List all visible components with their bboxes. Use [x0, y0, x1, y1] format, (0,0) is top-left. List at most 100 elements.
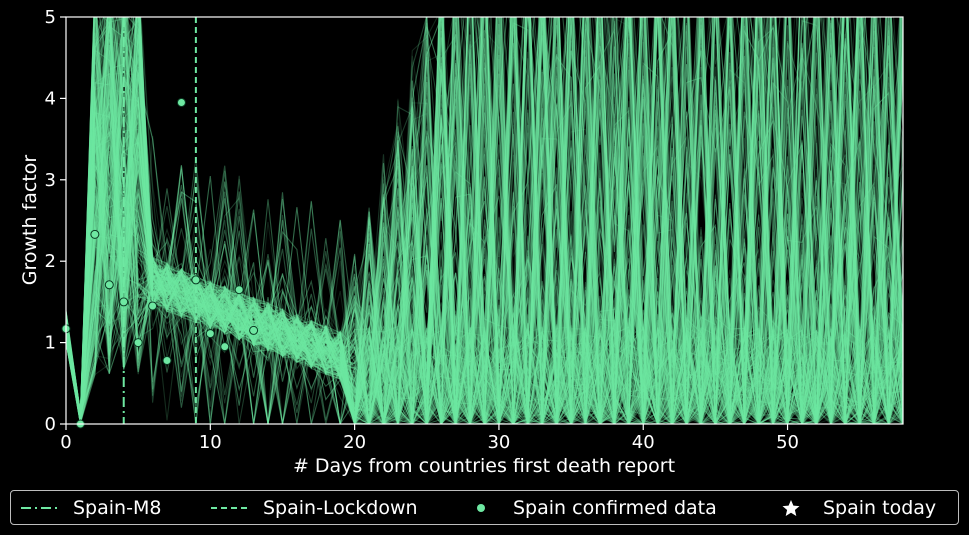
trajectory-line: [66, 17, 903, 424]
trajectory-line: [66, 17, 903, 424]
trajectory-line: [66, 17, 902, 424]
trajectory-line: [66, 17, 903, 424]
trajectory-line: [66, 17, 903, 424]
trajectory-line: [66, 17, 903, 424]
trajectory-line: [66, 17, 903, 424]
trajectory-line: [66, 17, 903, 424]
confirmed-point: [234, 285, 244, 295]
trajectory-line: [66, 17, 903, 424]
trajectory-line: [66, 17, 903, 424]
trajectory-line: [66, 17, 903, 424]
trajectory-line: [66, 17, 903, 424]
trajectory-line: [66, 17, 903, 424]
y-axis-ticks: 0 1 2 3 4 5: [45, 7, 66, 435]
trajectory-line: [66, 17, 903, 424]
trajectory-line: [66, 17, 903, 424]
trajectory-line: [66, 17, 903, 424]
reference-lines: [122, 17, 197, 424]
confirmed-data-points: [61, 97, 259, 429]
trajectory-line: [66, 17, 903, 424]
trajectory-line: [66, 17, 903, 424]
trajectory-line: [66, 17, 903, 424]
trajectory-line: [66, 17, 903, 424]
trajectory-line: [66, 17, 903, 424]
trajectory-line: [66, 17, 902, 424]
trajectory-line: [66, 17, 903, 424]
trajectory-line: [66, 17, 903, 424]
trajectory-line: [66, 17, 903, 424]
trajectory-line: [66, 17, 903, 424]
trajectory-line: [66, 17, 903, 424]
confirmed-point: [104, 280, 114, 290]
trajectory-line: [66, 17, 903, 424]
trajectory-line: [66, 17, 903, 424]
trajectory-line: [66, 17, 903, 424]
trajectory-line: [66, 17, 903, 424]
trajectory-line: [66, 17, 902, 424]
confirmed-point: [119, 297, 129, 307]
trajectory-line: [66, 17, 903, 424]
trajectory-line: [66, 17, 903, 424]
trajectory-line: [66, 17, 903, 424]
trajectory-line: [66, 17, 903, 424]
trajectory-line: [66, 17, 903, 424]
trajectory-line: [66, 17, 903, 424]
trajectory-line: [66, 17, 903, 424]
trajectory-line: [66, 17, 903, 424]
trajectory-line: [66, 17, 903, 424]
trajectory-line: [66, 17, 903, 424]
trajectory-line: [66, 17, 903, 424]
trajectory-line: [66, 17, 903, 424]
trajectory-line: [66, 17, 903, 424]
trajectory-line: [66, 17, 903, 424]
trajectory-line: [66, 17, 903, 424]
trajectory-line: [66, 17, 903, 424]
trajectory-line: [66, 17, 903, 424]
trajectory-line: [66, 17, 903, 424]
trajectory-line: [66, 17, 887, 424]
plot-frame: [65, 16, 904, 425]
trajectory-line: [66, 17, 903, 424]
trajectory-line: [66, 17, 903, 424]
trajectory-line: [66, 23, 903, 424]
trajectory-line: [66, 17, 903, 424]
trajectory-line: [66, 17, 903, 424]
trajectory-line: [66, 17, 903, 424]
trajectory-line: [66, 17, 903, 424]
trajectory-line: [66, 17, 903, 424]
y-tick-label: 0: [45, 414, 56, 435]
simulated-trajectories: [66, 17, 903, 424]
trajectory-line: [66, 17, 901, 424]
trajectory-line: [66, 17, 903, 424]
trajectory-line: [66, 17, 903, 424]
trajectory-line: [66, 17, 903, 424]
trajectory-line: [66, 17, 903, 424]
trajectory-line: [66, 17, 903, 424]
trajectory-line: [66, 17, 903, 424]
trajectory-line: [66, 17, 903, 424]
trajectory-line: [66, 17, 903, 424]
confirmed-point: [249, 325, 259, 335]
trajectory-line: [66, 17, 903, 424]
trajectory-line: [66, 17, 903, 424]
trajectory-line: [66, 17, 903, 424]
y-tick-label: 1: [45, 333, 56, 354]
trajectory-line: [66, 17, 903, 424]
legend-item-lockdown: Spain-Lockdown: [201, 491, 451, 524]
x-tick-label: 50: [776, 432, 799, 453]
trajectory-line: [66, 17, 903, 424]
trajectory-line: [66, 17, 903, 424]
legend-label-lockdown: Spain-Lockdown: [263, 496, 418, 519]
x-axis-label: # Days from countries first death report: [293, 455, 675, 477]
trajectory-line: [66, 17, 902, 424]
confirmed-point: [148, 301, 158, 311]
trajectory-line: [66, 17, 903, 424]
trajectory-line: [66, 17, 903, 424]
trajectory-line: [66, 17, 903, 424]
trajectory-line: [66, 17, 903, 424]
trajectory-line: [66, 17, 903, 424]
trajectory-line: [66, 17, 903, 424]
trajectory-line: [66, 17, 903, 424]
trajectory-line: [66, 17, 903, 424]
trajectory-line: [66, 17, 903, 424]
